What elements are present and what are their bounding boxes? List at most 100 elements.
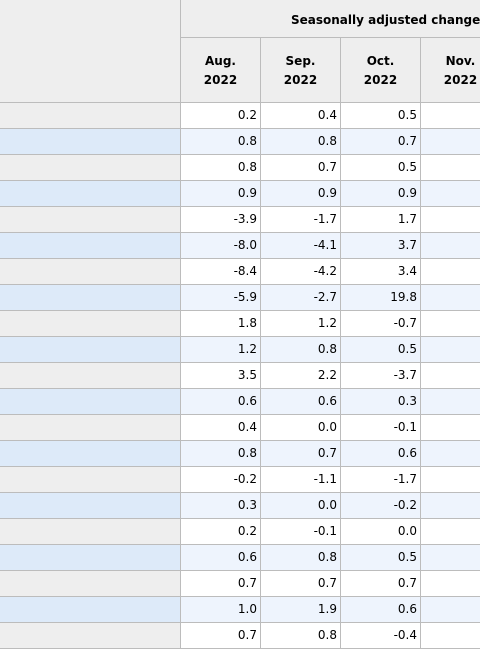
table-cell: 1.9: [261, 597, 341, 622]
table-cell: -8.0: [181, 233, 261, 258]
column-header-oct-2022[interactable]: Oct. 2022: [341, 38, 421, 102]
table-cell: 0.5: [341, 545, 421, 570]
table-cell: 0.6: [341, 441, 421, 466]
table-cell: -: [421, 467, 480, 492]
table-cell: 2.2: [261, 363, 341, 388]
column-year: 2022: [203, 72, 238, 87]
table-cell: [421, 155, 480, 180]
row-label-cell: [0, 129, 181, 155]
table-cell: 3.4: [341, 259, 421, 284]
table-cell: -: [421, 623, 480, 648]
row-label-cell: [0, 415, 181, 441]
table-cell: 0.6: [341, 597, 421, 622]
table-cell: 1.2: [261, 311, 341, 336]
table-row: 0.9 0.9 0.9: [181, 181, 480, 207]
row-label-cell: [0, 597, 181, 623]
table-row: 0.6 0.6 0.3: [181, 389, 480, 415]
table-row: -8.0-4.13.7-: [181, 233, 480, 259]
row-label-cell: [0, 337, 181, 363]
table-cell: [421, 571, 480, 596]
table-cell: [421, 389, 480, 414]
row-label-cell: [0, 441, 181, 467]
table-row: 0.7 0.7 0.7: [181, 571, 480, 597]
table-cell: -3.9: [181, 207, 261, 232]
table-cell: 0.6: [181, 545, 261, 570]
table-row: 3.52.2-3.7-: [181, 363, 480, 389]
table-cell: 0.7: [261, 571, 341, 596]
super-header-label: Seasonally adjusted changes: [291, 13, 480, 27]
table-cell: 0.7: [261, 441, 341, 466]
row-label-cell: [0, 623, 181, 649]
table-cell: [421, 493, 480, 518]
column-header-sep-2022[interactable]: Sep. 2022: [261, 38, 341, 102]
table-cell: [421, 129, 480, 154]
table-cell: -5.9: [181, 285, 261, 310]
row-label-header: [0, 0, 181, 103]
table-cell: 0.7: [341, 571, 421, 596]
table-cell: 1.0: [181, 597, 261, 622]
column-month: Oct.: [366, 53, 395, 68]
table-cell: -0.2: [341, 493, 421, 518]
table-cell: -0.1: [261, 519, 341, 544]
table-cell: -1.7: [341, 467, 421, 492]
row-label-cell: [0, 233, 181, 259]
table-row: -5.9 -2.7 19.8: [181, 285, 480, 311]
table-row: 0.8 0.7 0.6: [181, 441, 480, 467]
column-header-aug-2022[interactable]: Aug. 2022: [181, 38, 261, 102]
row-label-cell: [0, 519, 181, 545]
table-row: 1.0 1.9 0.6: [181, 597, 480, 623]
row-label-cell: [0, 155, 181, 181]
table-cell: -2.7: [261, 285, 341, 310]
table-cell: [421, 285, 480, 310]
table-cell: 0.0: [261, 415, 341, 440]
column-header-row: Aug. 2022 Sep. 2022 Oct. 2022 Nov. 2022: [181, 38, 480, 103]
column-header-nov-2022[interactable]: Nov. 2022: [421, 38, 480, 102]
table-cell: -0.4: [341, 623, 421, 648]
table-cell: [421, 181, 480, 206]
table-cell: -4.1: [261, 233, 341, 258]
table-cell: 0.9: [261, 181, 341, 206]
table-cell: 0.8: [181, 441, 261, 466]
table-cell: -0.7: [341, 311, 421, 336]
table-cell: 0.8: [261, 545, 341, 570]
table-cell: 0.0: [261, 493, 341, 518]
column-year: 2022: [363, 72, 398, 87]
table-row: 0.2 -0.1 0.0: [181, 519, 480, 545]
table-cell: 0.8: [261, 623, 341, 648]
table-cell: 0.8: [261, 337, 341, 362]
table-row: 0.40.0-0.1-: [181, 415, 480, 441]
table-row: 0.70.8-0.4-: [181, 623, 480, 649]
table-cell: 0.5: [341, 103, 421, 128]
super-header: Seasonally adjusted changes: [181, 0, 480, 38]
table-cell: 0.9: [181, 181, 261, 206]
row-label-cell: [0, 363, 181, 389]
table-cell: 0.2: [181, 103, 261, 128]
table-cell: [421, 103, 480, 128]
table-cell: 1.2: [181, 337, 261, 362]
table-row: 0.2 0.4 0.5: [181, 103, 480, 129]
row-label-cell: [0, 571, 181, 597]
table-cell: 0.8: [181, 155, 261, 180]
table-row: -3.9-1.71.7-: [181, 207, 480, 233]
table-cell: 0.5: [341, 155, 421, 180]
table-cell: -: [421, 363, 480, 388]
table-cell: 1.7: [341, 207, 421, 232]
table-cell: [421, 597, 480, 622]
table-cell: 0.2: [181, 519, 261, 544]
column-month: Sep.: [285, 53, 316, 68]
table-cell: 0.8: [181, 129, 261, 154]
row-label-column: [0, 0, 181, 650]
table-cell: 0.6: [181, 389, 261, 414]
table-row: 0.8 0.8 0.7: [181, 129, 480, 155]
table-row: 0.8 0.7 0.5: [181, 155, 480, 181]
table-cell: [421, 519, 480, 544]
table-cell: 0.7: [341, 129, 421, 154]
table-cell: [421, 545, 480, 570]
column-month: Aug.: [205, 53, 236, 68]
table-cell: -0.1: [341, 415, 421, 440]
table-cell: 0.0: [341, 519, 421, 544]
table-cell: -0.2: [181, 467, 261, 492]
table-cell: -3.7: [341, 363, 421, 388]
table-cell: 0.7: [261, 155, 341, 180]
